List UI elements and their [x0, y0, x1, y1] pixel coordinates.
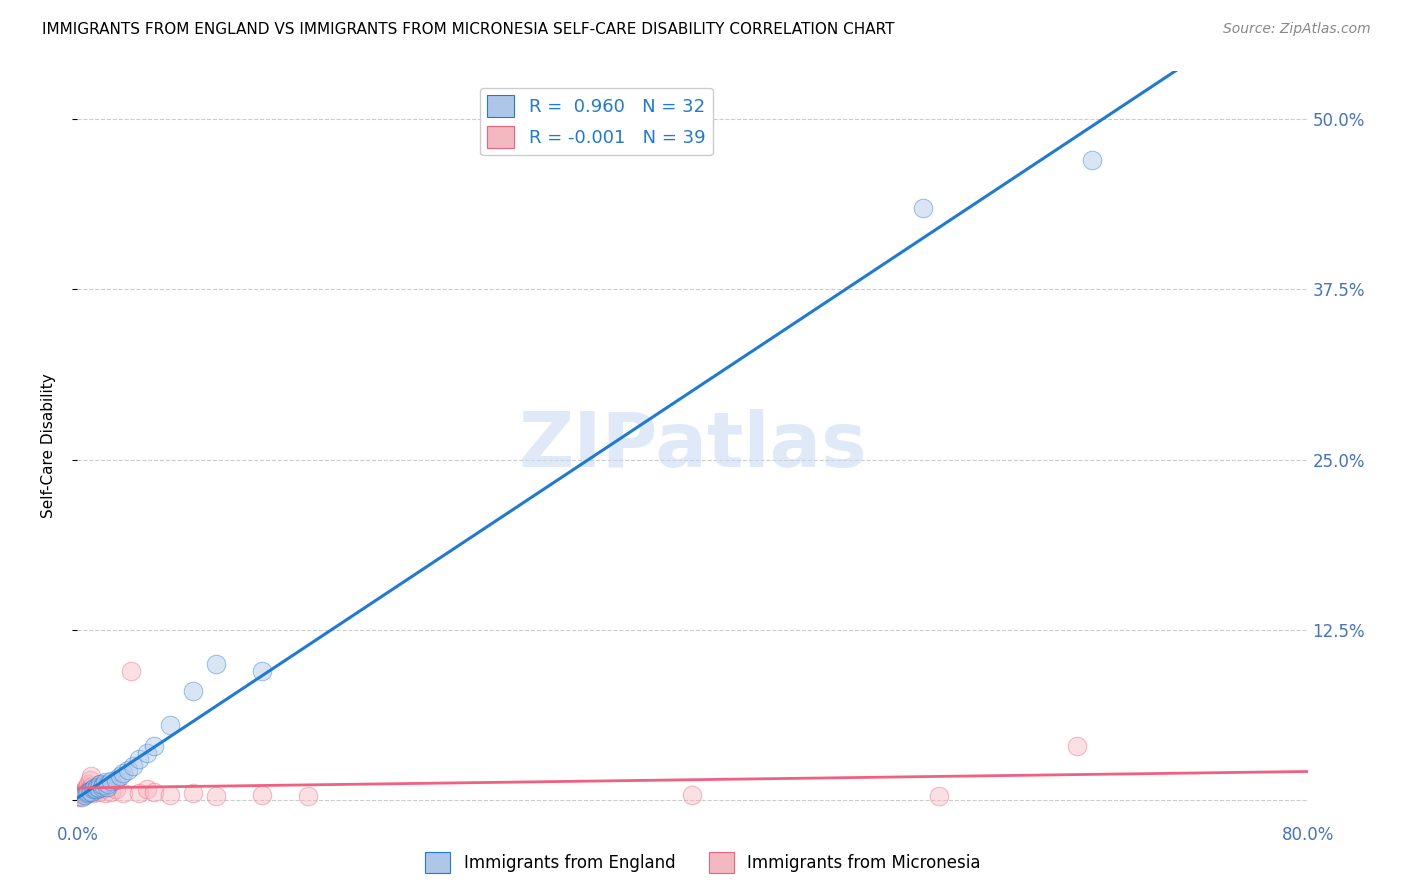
Point	[1081, 153, 1104, 167]
Point	[682, 788, 704, 802]
Point	[77, 783, 100, 797]
Point	[82, 786, 104, 800]
Point	[100, 785, 122, 799]
Point	[80, 780, 103, 794]
Point	[181, 684, 204, 698]
Point	[89, 777, 111, 791]
Point	[100, 774, 122, 789]
Point	[73, 782, 96, 797]
Point	[86, 780, 108, 794]
Point	[250, 664, 273, 678]
Point	[80, 785, 103, 799]
Point	[1066, 739, 1088, 753]
Text: ZIPatlas: ZIPatlas	[519, 409, 866, 483]
Point	[159, 718, 181, 732]
Point	[204, 657, 226, 671]
Point	[87, 785, 110, 799]
Point	[104, 772, 127, 787]
Point	[94, 786, 117, 800]
Y-axis label: Self-Care Disability: Self-Care Disability	[42, 374, 56, 518]
Point	[204, 789, 226, 804]
Point	[83, 780, 105, 795]
Point	[159, 788, 181, 802]
Point	[84, 782, 107, 797]
Point	[77, 785, 100, 799]
Point	[110, 769, 132, 783]
Point	[84, 782, 107, 797]
Point	[80, 769, 103, 783]
Point	[87, 780, 110, 795]
Point	[79, 772, 101, 787]
Point	[79, 782, 101, 797]
Point	[69, 789, 91, 804]
Text: Source: ZipAtlas.com: Source: ZipAtlas.com	[1223, 22, 1371, 37]
Point	[76, 786, 98, 800]
Point	[128, 786, 150, 800]
Point	[143, 785, 166, 799]
Point	[181, 786, 204, 800]
Point	[120, 664, 142, 678]
Point	[73, 786, 96, 800]
Point	[97, 780, 120, 794]
Point	[90, 782, 114, 797]
Point	[67, 790, 90, 805]
Point	[143, 739, 166, 753]
Point	[82, 782, 104, 797]
Point	[79, 783, 101, 797]
Point	[121, 759, 143, 773]
Point	[70, 790, 93, 805]
Point	[128, 752, 150, 766]
Point	[73, 788, 96, 802]
Point	[90, 780, 114, 794]
Point	[117, 763, 139, 777]
Point	[83, 783, 105, 797]
Point	[89, 777, 111, 791]
Point	[86, 780, 108, 794]
Point	[912, 201, 935, 215]
Text: IMMIGRANTS FROM ENGLAND VS IMMIGRANTS FROM MICRONESIA SELF-CARE DISABILITY CORRE: IMMIGRANTS FROM ENGLAND VS IMMIGRANTS FR…	[42, 22, 894, 37]
Point	[77, 777, 100, 791]
Point	[135, 782, 157, 797]
Point	[72, 785, 94, 799]
Point	[96, 780, 118, 794]
Point	[76, 785, 98, 799]
Point	[72, 788, 94, 802]
Point	[112, 766, 135, 780]
Point	[297, 789, 319, 804]
Point	[94, 775, 117, 789]
Point	[97, 777, 120, 791]
Legend: R =  0.960   N = 32, R = -0.001   N = 39: R = 0.960 N = 32, R = -0.001 N = 39	[479, 88, 713, 155]
Point	[250, 788, 273, 802]
Point	[112, 786, 135, 800]
Point	[928, 789, 950, 804]
Point	[135, 746, 157, 760]
Point	[76, 780, 98, 794]
Legend: Immigrants from England, Immigrants from Micronesia: Immigrants from England, Immigrants from…	[419, 846, 987, 880]
Point	[70, 786, 93, 800]
Point	[93, 778, 115, 792]
Point	[104, 782, 127, 797]
